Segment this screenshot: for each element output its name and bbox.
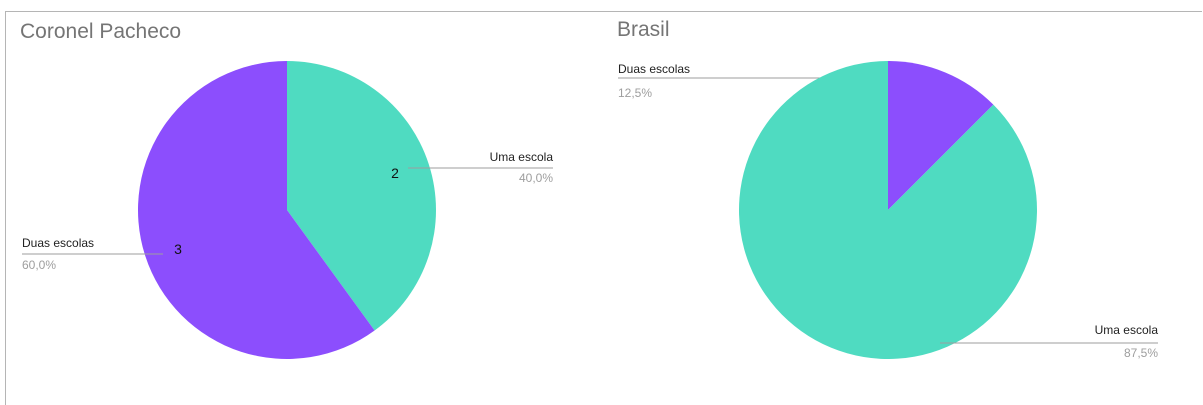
pie-slice-uma-escola [287,61,436,331]
pie-brasil: Duas escolas 12,5% Uma escola 87,5% [618,61,1158,360]
chart-frame [5,11,1202,405]
pie-slice-duas-escolas [888,61,994,210]
slice-percent: 60,0% [22,258,56,272]
slice-value-label: 2 [391,165,399,181]
slice-label: Uma escola [490,150,554,164]
slice-percent: 12,5% [618,86,652,100]
pie-slice-duas-escolas [137,61,375,359]
slice-label: Duas escolas [22,236,94,250]
chart-title-brasil: Brasil [617,18,670,41]
pie-slice-uma-escola [739,61,1038,359]
slice-label: Duas escolas [618,62,690,76]
pie-coronel-pacheco: Uma escola 40,0% 2 Duas escolas 60,0% 3 [22,61,553,359]
slice-percent: 87,5% [1124,346,1158,360]
slice-percent: 40,0% [519,171,553,185]
slice-value-label: 3 [174,241,182,257]
chart-title-coronel-pacheco: Coronel Pacheco [20,20,182,43]
slice-label: Uma escola [1095,323,1159,337]
